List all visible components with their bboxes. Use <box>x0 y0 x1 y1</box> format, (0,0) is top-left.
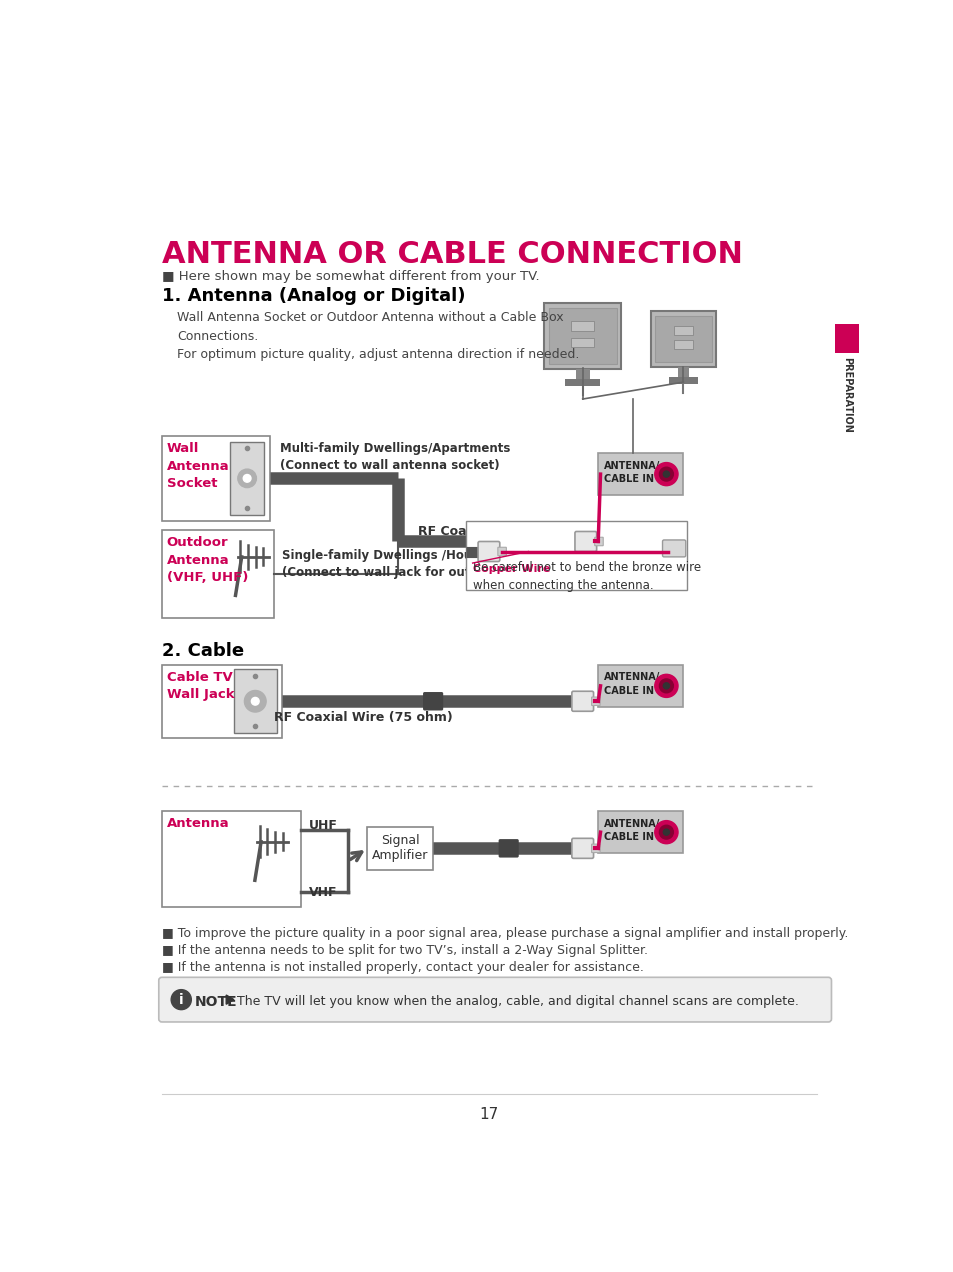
Circle shape <box>662 471 669 477</box>
Text: The TV will let you know when the analog, cable, and digital channel scans are c: The TV will let you know when the analog… <box>236 995 798 1007</box>
Text: ■ If the antenna needs to be split for two TV’s, install a 2-Way Signal Splitter: ■ If the antenna needs to be split for t… <box>162 944 647 958</box>
FancyBboxPatch shape <box>162 530 274 618</box>
Circle shape <box>654 674 678 697</box>
Circle shape <box>662 829 669 836</box>
FancyBboxPatch shape <box>162 436 270 520</box>
Text: Single-family Dwellings /Houses
(Connect to wall jack for outdoor antenna): Single-family Dwellings /Houses (Connect… <box>282 550 564 579</box>
Circle shape <box>659 467 673 481</box>
Circle shape <box>659 826 673 840</box>
FancyBboxPatch shape <box>571 338 594 347</box>
FancyBboxPatch shape <box>543 303 620 369</box>
FancyBboxPatch shape <box>598 453 682 495</box>
Text: Cable TV
Wall Jack: Cable TV Wall Jack <box>167 670 233 701</box>
Text: RF Coaxial Wire (75 ohm): RF Coaxial Wire (75 ohm) <box>274 711 453 724</box>
Text: NOTE: NOTE <box>195 995 237 1009</box>
FancyBboxPatch shape <box>162 665 282 738</box>
Text: Wall Antenna Socket or Outdoor Antenna without a Cable Box
Connections.: Wall Antenna Socket or Outdoor Antenna w… <box>177 312 563 343</box>
Text: Signal
Amplifier: Signal Amplifier <box>372 834 428 862</box>
FancyBboxPatch shape <box>575 532 596 552</box>
FancyBboxPatch shape <box>650 312 716 366</box>
FancyBboxPatch shape <box>673 326 693 336</box>
Text: Copper Wire: Copper Wire <box>472 563 550 574</box>
FancyBboxPatch shape <box>571 322 594 331</box>
Polygon shape <box>226 995 233 1005</box>
Circle shape <box>654 463 678 486</box>
Text: Outdoor
Antenna
(VHF, UHF): Outdoor Antenna (VHF, UHF) <box>167 536 248 584</box>
FancyBboxPatch shape <box>661 539 685 557</box>
Circle shape <box>243 474 251 482</box>
Text: Wall
Antenna
Socket: Wall Antenna Socket <box>167 443 229 490</box>
FancyBboxPatch shape <box>677 366 689 378</box>
Text: ANTENNA/
CABLE IN: ANTENNA/ CABLE IN <box>604 673 660 696</box>
Text: ANTENNA OR CABLE CONNECTION: ANTENNA OR CABLE CONNECTION <box>162 239 742 268</box>
Text: VHF: VHF <box>309 885 337 899</box>
FancyBboxPatch shape <box>162 812 301 907</box>
Text: Multi-family Dwellings/Apartments
(Connect to wall antenna socket): Multi-family Dwellings/Apartments (Conne… <box>279 443 510 472</box>
Text: i: i <box>179 992 183 1006</box>
Circle shape <box>654 820 678 843</box>
Text: ■ Here shown may be somewhat different from your TV.: ■ Here shown may be somewhat different f… <box>162 270 539 282</box>
FancyBboxPatch shape <box>594 537 602 546</box>
Text: PREPARATION: PREPARATION <box>841 356 851 432</box>
Text: ■ If the antenna is not installed properly, contact your dealer for assistance.: ■ If the antenna is not installed proper… <box>162 962 643 974</box>
Text: RF Coaxial Wire (75 ohm): RF Coaxial Wire (75 ohm) <box>417 524 596 538</box>
Text: For optimum picture quality, adjust antenna direction if needed.: For optimum picture quality, adjust ante… <box>177 349 579 361</box>
FancyBboxPatch shape <box>598 812 682 854</box>
FancyBboxPatch shape <box>673 340 693 349</box>
Text: ANTENNA/
CABLE IN: ANTENNA/ CABLE IN <box>604 819 660 842</box>
Text: 1. Antenna (Analog or Digital): 1. Antenna (Analog or Digital) <box>162 286 465 304</box>
FancyBboxPatch shape <box>571 691 593 711</box>
FancyBboxPatch shape <box>233 669 276 733</box>
Text: 17: 17 <box>478 1108 498 1122</box>
FancyBboxPatch shape <box>422 692 443 711</box>
FancyBboxPatch shape <box>591 697 599 706</box>
Text: ANTENNA/
CABLE IN: ANTENNA/ CABLE IN <box>604 460 660 483</box>
FancyBboxPatch shape <box>575 369 589 379</box>
Circle shape <box>237 469 256 487</box>
FancyBboxPatch shape <box>477 542 499 561</box>
FancyBboxPatch shape <box>158 977 831 1021</box>
FancyBboxPatch shape <box>565 379 599 387</box>
FancyBboxPatch shape <box>230 443 264 515</box>
Circle shape <box>244 691 266 712</box>
Circle shape <box>662 683 669 689</box>
Text: Antenna: Antenna <box>167 817 229 831</box>
FancyBboxPatch shape <box>497 547 506 556</box>
FancyBboxPatch shape <box>668 378 698 384</box>
FancyBboxPatch shape <box>655 315 711 363</box>
Text: 2. Cable: 2. Cable <box>162 642 244 660</box>
FancyBboxPatch shape <box>475 532 495 551</box>
Circle shape <box>171 990 192 1010</box>
Text: UHF: UHF <box>309 819 337 832</box>
FancyBboxPatch shape <box>591 845 599 852</box>
FancyBboxPatch shape <box>548 308 617 364</box>
FancyBboxPatch shape <box>571 838 593 859</box>
Text: Be careful not to bend the bronze wire
when connecting the antenna.: Be careful not to bend the bronze wire w… <box>472 561 700 591</box>
FancyBboxPatch shape <box>466 520 686 590</box>
Circle shape <box>252 697 259 705</box>
FancyBboxPatch shape <box>598 665 682 707</box>
Circle shape <box>659 679 673 693</box>
FancyBboxPatch shape <box>835 323 858 352</box>
FancyBboxPatch shape <box>367 827 433 870</box>
FancyBboxPatch shape <box>498 840 518 857</box>
Text: ■ To improve the picture quality in a poor signal area, please purchase a signal: ■ To improve the picture quality in a po… <box>162 927 847 940</box>
